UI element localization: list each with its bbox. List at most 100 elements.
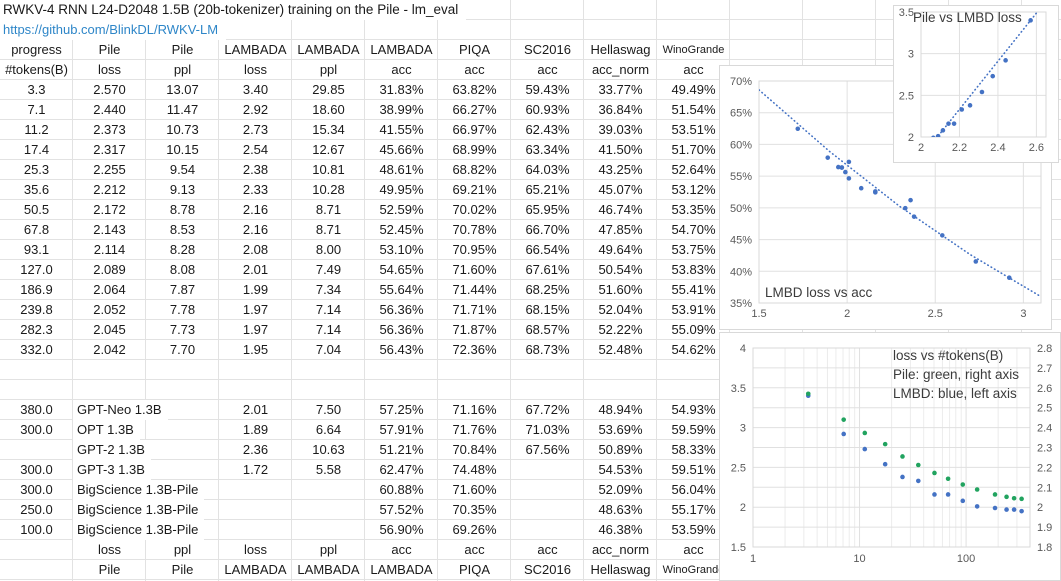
cell[interactable]: SC2016 [524, 562, 571, 577]
cell[interactable]: 5.58 [315, 462, 342, 477]
cell[interactable]: 70.84% [452, 442, 497, 457]
cell[interactable]: BigScience 1.3B-Pile [73, 480, 205, 500]
cell[interactable]: 332.0 [20, 342, 53, 357]
cell[interactable]: 39.03% [598, 122, 643, 137]
github-link[interactable]: https://github.com/BlinkDL/RWKV-LM [0, 20, 227, 40]
cell[interactable]: 53.69% [598, 422, 643, 437]
cell[interactable]: LAMBADA [370, 562, 433, 577]
cell[interactable]: 46.38% [598, 522, 643, 537]
cell[interactable]: 67.72% [525, 402, 570, 417]
cell[interactable]: 2.089 [93, 262, 126, 277]
cell[interactable]: 66.54% [525, 242, 570, 257]
cell[interactable]: 2.317 [93, 142, 126, 157]
cell[interactable]: 10.63 [312, 442, 345, 457]
cell[interactable]: 2.73 [242, 122, 269, 137]
chart-pile-vs-lmbd-loss[interactable]: 2 2.2 2.4 2.6 2 2.5 3 3.5 Pile vs LMBD loss [893, 5, 1059, 163]
cell[interactable]: LAMBADA [370, 42, 433, 57]
cell[interactable]: 48.61% [379, 162, 424, 177]
cell[interactable]: 3.3 [27, 82, 46, 97]
cell[interactable]: 7.14 [315, 302, 342, 317]
cell[interactable]: acc [464, 542, 485, 557]
cell[interactable]: acc [683, 62, 704, 77]
cell[interactable]: 18.60 [312, 102, 345, 117]
cell[interactable]: 51.60% [598, 282, 643, 297]
cell[interactable]: 71.87% [452, 322, 497, 337]
cell[interactable]: PIQA [458, 562, 491, 577]
cell[interactable]: 7.1 [27, 102, 46, 117]
cell[interactable]: 300.0 [20, 462, 53, 477]
cell[interactable]: 55.64% [379, 282, 424, 297]
cell[interactable]: 56.90% [379, 522, 424, 537]
cell[interactable]: acc [537, 542, 558, 557]
cell[interactable]: progress [11, 42, 62, 57]
cell[interactable]: 51.70% [671, 142, 716, 157]
cell[interactable]: loss [97, 62, 122, 77]
cell[interactable]: 48.63% [598, 502, 643, 517]
cell[interactable]: 71.44% [452, 282, 497, 297]
cell[interactable]: 282.3 [20, 322, 53, 337]
cell[interactable]: 52.09% [598, 482, 643, 497]
cell[interactable]: 53.10% [379, 242, 424, 257]
cell[interactable]: 50.89% [598, 442, 643, 457]
cell[interactable]: GPT-2 1.3B [73, 440, 151, 460]
cell[interactable]: 67.56% [525, 442, 570, 457]
cell[interactable]: 9.54 [169, 162, 196, 177]
cell[interactable]: 71.60% [452, 262, 497, 277]
cell[interactable]: 1.97 [242, 302, 269, 317]
cell[interactable]: 53.91% [671, 302, 716, 317]
cell[interactable]: 15.34 [312, 122, 345, 137]
cell[interactable]: loss [243, 62, 268, 77]
cell[interactable]: 68.15% [525, 302, 570, 317]
cell[interactable]: 239.8 [20, 302, 53, 317]
cell[interactable]: ppl [319, 542, 338, 557]
cell[interactable]: 67.61% [525, 262, 570, 277]
cell[interactable]: 70.95% [452, 242, 497, 257]
cell[interactable]: 8.28 [169, 242, 196, 257]
cell[interactable]: 8.71 [315, 202, 342, 217]
cell[interactable]: BigScience 1.3B-Pile [73, 520, 205, 540]
cell[interactable]: ppl [319, 62, 338, 77]
cell[interactable]: #tokens(B) [5, 62, 68, 77]
cell[interactable]: 53.35% [671, 202, 716, 217]
cell[interactable]: 60.88% [379, 482, 424, 497]
cell[interactable]: OPT 1.3B [73, 420, 140, 440]
cell[interactable]: 93.1 [23, 242, 50, 257]
cell[interactable]: 58.33% [671, 442, 716, 457]
cell[interactable]: acc_norm [591, 62, 650, 77]
cell[interactable]: 68.57% [525, 322, 570, 337]
cell[interactable]: 66.97% [452, 122, 497, 137]
cell[interactable]: acc_norm [591, 542, 650, 557]
cell[interactable]: ppl [173, 62, 192, 77]
cell[interactable]: 9.13 [169, 182, 196, 197]
chart-loss-vs-tokens[interactable]: 1 10 100 1.5 2 2.5 3 3.5 4 1.8 1.9 2 2.1 2.2 2.3 2.4 2.5… [719, 332, 1061, 581]
cell[interactable]: acc [391, 542, 412, 557]
cell[interactable]: 2.172 [93, 202, 126, 217]
cell[interactable]: 10.28 [312, 182, 345, 197]
cell[interactable]: 71.03% [525, 422, 570, 437]
cell[interactable]: 70.35% [452, 502, 497, 517]
cell[interactable]: 7.50 [315, 402, 342, 417]
cell[interactable]: 52.04% [598, 302, 643, 317]
cell[interactable]: 2.440 [93, 102, 126, 117]
cell[interactable]: 62.43% [525, 122, 570, 137]
cell[interactable]: 68.82% [452, 162, 497, 177]
cell[interactable]: 2.08 [242, 242, 269, 257]
cell[interactable]: 6.64 [315, 422, 342, 437]
cell[interactable]: acc [683, 542, 704, 557]
cell[interactable]: 300.0 [20, 422, 53, 437]
cell[interactable]: 52.64% [671, 162, 716, 177]
cell[interactable]: 74.48% [452, 462, 497, 477]
cell[interactable]: Pile [98, 42, 121, 57]
cell[interactable]: 54.65% [379, 262, 424, 277]
cell[interactable]: 2.255 [93, 162, 126, 177]
cell[interactable]: 68.99% [452, 142, 497, 157]
cell[interactable]: 186.9 [20, 282, 53, 297]
cell[interactable]: LAMBADA [297, 562, 360, 577]
cell[interactable]: 2.54 [242, 142, 269, 157]
cell[interactable]: 71.76% [452, 422, 497, 437]
cell[interactable]: 7.87 [169, 282, 196, 297]
cell[interactable]: 7.70 [169, 342, 196, 357]
cell[interactable]: 35.6 [23, 182, 50, 197]
cell[interactable]: 2.16 [242, 222, 269, 237]
cell[interactable]: 63.82% [452, 82, 497, 97]
